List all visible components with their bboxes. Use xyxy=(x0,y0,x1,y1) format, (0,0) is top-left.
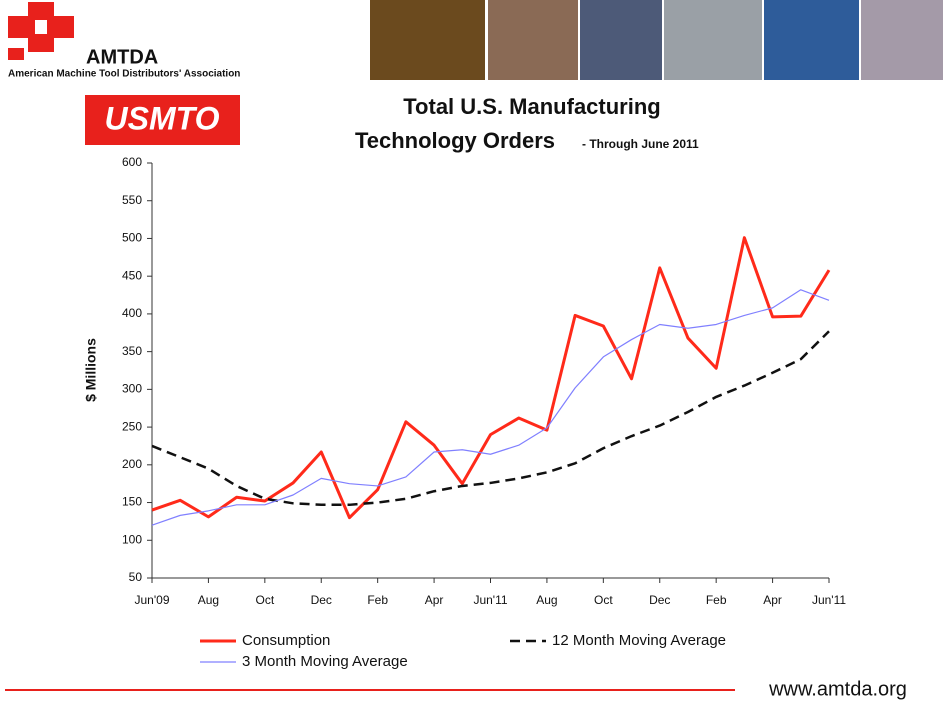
y-tick-label: 500 xyxy=(122,231,142,245)
y-tick-label: 450 xyxy=(122,268,142,282)
chart-subtitle: - Through June 2011 xyxy=(582,137,699,151)
slide: AMTDA American Machine Tool Distributors… xyxy=(0,0,943,717)
x-tick-label: Oct xyxy=(255,593,274,607)
x-tick-label: Feb xyxy=(367,593,388,607)
y-tick-label: 100 xyxy=(122,532,142,546)
x-tick-label: Oct xyxy=(594,593,613,607)
legend-label: 3 Month Moving Average xyxy=(242,653,408,670)
x-tick-label: Feb xyxy=(706,593,727,607)
y-tick-label: 400 xyxy=(122,306,142,320)
y-tick-label: 350 xyxy=(122,344,142,358)
chart-title-line: Total U.S. Manufacturing xyxy=(403,94,660,119)
x-tick-label: Dec xyxy=(311,593,332,607)
chart-title-line: Technology Orders xyxy=(355,128,555,153)
x-tick-label: Jun'09 xyxy=(135,593,170,607)
y-tick-label: 600 xyxy=(122,155,142,169)
footer-url: www.amtda.org xyxy=(768,678,907,700)
x-tick-label: Aug xyxy=(536,593,557,607)
usmto-text: USMTO xyxy=(105,100,220,136)
y-tick-label: 50 xyxy=(129,570,143,584)
x-tick-label: Apr xyxy=(425,593,444,607)
x-tick-label: Dec xyxy=(649,593,670,607)
y-tick-label: 150 xyxy=(122,495,142,509)
x-tick-label: Jun'11 xyxy=(812,593,846,607)
header-photos xyxy=(370,0,943,80)
y-tick-label: 550 xyxy=(122,193,142,207)
legend-label: Consumption xyxy=(242,632,330,649)
org-name: AMTDA xyxy=(86,46,158,68)
y-tick-label: 250 xyxy=(122,419,142,433)
legend-label: 12 Month Moving Average xyxy=(552,632,726,649)
y-tick-label: 300 xyxy=(122,382,142,396)
org-full-name: American Machine Tool Distributors' Asso… xyxy=(8,69,240,80)
y-tick-label: 200 xyxy=(122,457,142,471)
x-tick-label: Aug xyxy=(198,593,219,607)
x-tick-label: Jun'11 xyxy=(473,593,507,607)
x-tick-label: Apr xyxy=(763,593,782,607)
y-axis-label: $ Millions xyxy=(83,338,99,402)
